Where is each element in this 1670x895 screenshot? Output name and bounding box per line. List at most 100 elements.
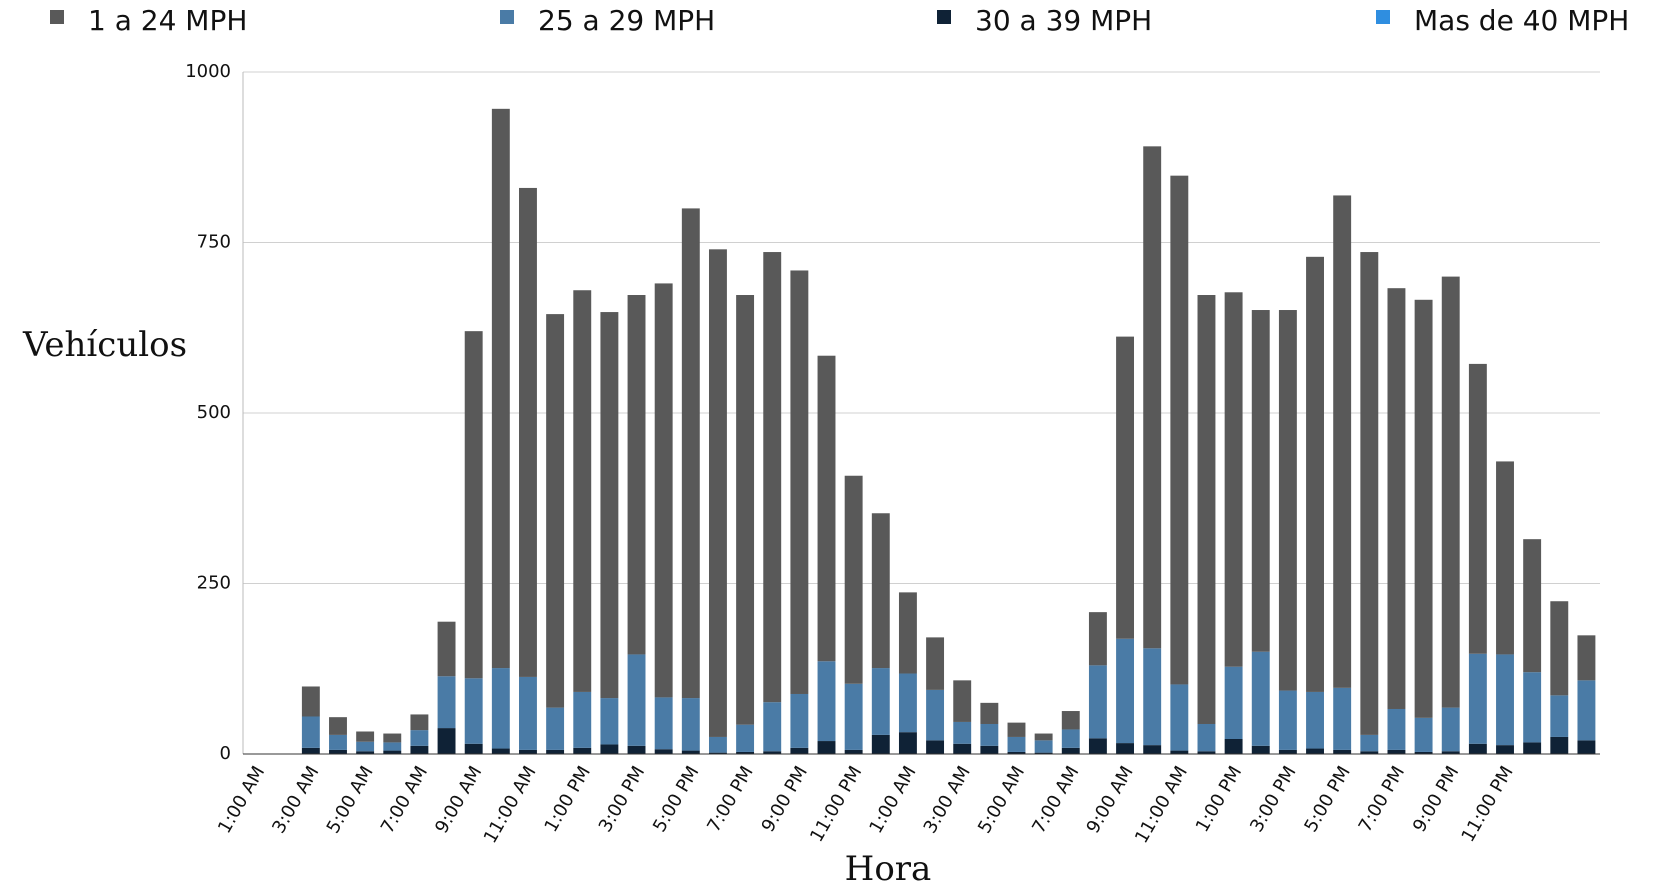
bar-segment (519, 676, 537, 750)
bar-segment (329, 749, 347, 754)
bar-segment (1306, 256, 1324, 692)
bar-segment (519, 749, 537, 754)
bar-segment (1278, 749, 1297, 754)
legend-swatch (500, 10, 514, 24)
bar-segment (356, 731, 375, 742)
y-tick-label: 1000 (185, 61, 231, 82)
legend-swatch (50, 10, 64, 24)
bar-segment (681, 208, 700, 699)
bar-segment (681, 698, 700, 751)
x-axis-label: Hora (845, 849, 932, 889)
y-tick-label: 250 (197, 573, 231, 594)
bar-segment (871, 734, 890, 754)
bar-segment (1523, 742, 1542, 754)
bar-segment (1441, 751, 1460, 754)
bar-segment (817, 355, 836, 662)
bar-segment (1197, 295, 1216, 724)
bar-segment (437, 676, 456, 729)
legend-swatch (1376, 10, 1390, 24)
bar-segment (437, 621, 456, 677)
bar-segment (1224, 666, 1243, 739)
bar-segment (301, 686, 320, 717)
bar-segment (1496, 745, 1514, 754)
bar-segment (573, 290, 592, 692)
bar-segment (1523, 672, 1542, 743)
y-tick-label: 500 (197, 402, 231, 423)
bar-segment (1170, 750, 1189, 754)
y-tick-label: 750 (197, 232, 231, 253)
x-tick-label: 11:00 PM (1457, 763, 1517, 846)
x-tick-label: 5:00 PM (649, 763, 703, 836)
bar-segment (1468, 653, 1487, 744)
bar-segment (1197, 723, 1216, 752)
bar-segment (681, 750, 700, 754)
bar-segment (708, 249, 727, 737)
bar-segment (980, 723, 999, 746)
bar-segment (654, 749, 673, 754)
bar-segment (491, 108, 510, 669)
x-tick-label: 3:00 PM (1246, 763, 1300, 836)
x-tick-label: 11:00 AM (1131, 763, 1192, 848)
bar-segment (1116, 743, 1135, 754)
x-tick-label: 7:00 PM (703, 763, 757, 836)
bar-segment (627, 654, 646, 746)
bar-segment (1143, 146, 1162, 649)
bar-segment (980, 702, 999, 724)
bar-segment (953, 743, 972, 754)
bar-segment (600, 744, 619, 754)
bar-segment (1550, 736, 1569, 754)
bar-segment (410, 745, 429, 754)
x-tick-label: 1:00 PM (540, 763, 594, 836)
bar-segment (600, 312, 619, 699)
x-tick-label: 11:00 AM (480, 763, 541, 848)
bar-segment (1550, 601, 1569, 696)
bar-segment (627, 295, 646, 655)
bar-segment (1441, 276, 1460, 708)
bar-segment (1414, 751, 1433, 754)
bar-segment (1387, 749, 1406, 754)
bar-segment (1088, 612, 1107, 666)
legend-label: 25 a 29 MPH (538, 4, 715, 37)
bar-segment (600, 698, 619, 745)
x-tick-label: 1:00 AM (214, 763, 269, 838)
bar-segment (383, 750, 402, 754)
bar-segment (1577, 740, 1596, 754)
bar-segment (1170, 175, 1189, 685)
bar-segment (817, 661, 836, 742)
bar-segment (1496, 461, 1514, 655)
legend-label: Mas de 40 MPH (1414, 4, 1629, 37)
bar-segment (763, 702, 782, 752)
legend-swatch (937, 10, 951, 24)
bar-segment (1523, 539, 1542, 673)
bar-segment (1468, 363, 1487, 654)
bar-segment (410, 730, 429, 746)
bar-segment (1251, 745, 1270, 754)
x-tick-label: 5:00 PM (1300, 763, 1354, 836)
bar-segment (1387, 708, 1406, 750)
x-tick-label: 5:00 AM (974, 763, 1029, 838)
bar-segment (1034, 752, 1053, 754)
bar-segment (844, 475, 863, 684)
x-tick-label: 3:00 AM (268, 763, 323, 838)
bar-segment (1034, 740, 1053, 753)
bar-segment (898, 673, 917, 733)
bar-segment (1224, 292, 1243, 667)
bar-segment (1441, 707, 1460, 752)
bar-segment (1577, 635, 1596, 681)
bar-segment (708, 752, 727, 754)
bar-segment (980, 745, 999, 754)
bar-segment (546, 707, 565, 750)
bar-segment (871, 513, 890, 669)
bar-segment (1577, 680, 1596, 741)
x-tick-label: 9:00 PM (758, 763, 812, 836)
x-tick-label: 7:00 AM (377, 763, 432, 838)
x-tick-label: 5:00 AM (323, 763, 378, 838)
bar-segment (1251, 651, 1270, 746)
bar-segment (1360, 751, 1379, 754)
bar-segment (383, 742, 402, 751)
x-tick-label: 3:00 AM (920, 762, 975, 837)
bar-segment (1333, 687, 1352, 750)
bar-segment (817, 741, 836, 754)
bar-segment (356, 751, 375, 754)
